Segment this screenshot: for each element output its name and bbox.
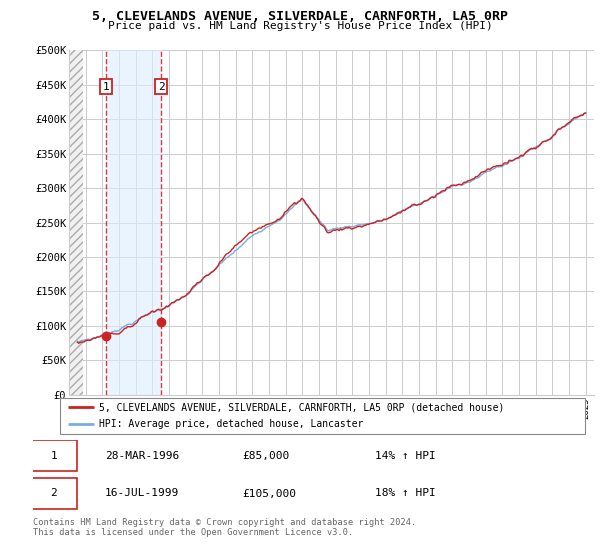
FancyBboxPatch shape [60,398,585,434]
Text: £85,000: £85,000 [243,451,290,461]
Text: 5, CLEVELANDS AVENUE, SILVERDALE, CARNFORTH, LA5 0RP: 5, CLEVELANDS AVENUE, SILVERDALE, CARNFO… [92,10,508,22]
Text: £105,000: £105,000 [243,488,297,498]
Text: 2: 2 [158,82,165,92]
FancyBboxPatch shape [30,440,77,471]
Text: 16-JUL-1999: 16-JUL-1999 [105,488,179,498]
Text: HPI: Average price, detached house, Lancaster: HPI: Average price, detached house, Lanc… [100,419,364,429]
Text: 1: 1 [50,451,57,461]
Text: Price paid vs. HM Land Registry's House Price Index (HPI): Price paid vs. HM Land Registry's House … [107,21,493,31]
Text: 1: 1 [103,82,110,92]
Text: Contains HM Land Registry data © Crown copyright and database right 2024.
This d: Contains HM Land Registry data © Crown c… [33,518,416,538]
Text: 14% ↑ HPI: 14% ↑ HPI [375,451,436,461]
FancyBboxPatch shape [30,478,77,509]
Text: 18% ↑ HPI: 18% ↑ HPI [375,488,436,498]
Bar [106,50,161,395]
Bar [69,50,83,395]
Text: 2: 2 [50,488,57,498]
Text: 5, CLEVELANDS AVENUE, SILVERDALE, CARNFORTH, LA5 0RP (detached house): 5, CLEVELANDS AVENUE, SILVERDALE, CARNFO… [100,403,505,412]
Text: 28-MAR-1996: 28-MAR-1996 [105,451,179,461]
